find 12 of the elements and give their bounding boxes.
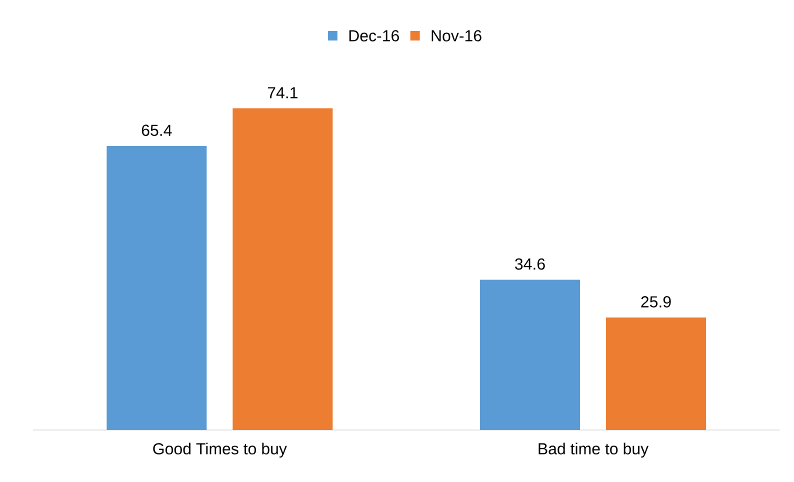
bar (480, 280, 580, 430)
bar (232, 108, 333, 430)
data-label: 65.4 (142, 124, 172, 136)
x-tick-label: Bad time to buy (538, 442, 649, 458)
legend-label: Nov-16 (432, 30, 482, 42)
data-label: 34.6 (515, 258, 545, 270)
legend-label: Dec-16 (349, 30, 399, 42)
data-label: 74.1 (268, 87, 298, 98)
data-label: 25.9 (641, 296, 671, 308)
bar (606, 318, 706, 430)
x-tick-label: Good Times to buy (153, 442, 287, 458)
bar (106, 146, 207, 430)
